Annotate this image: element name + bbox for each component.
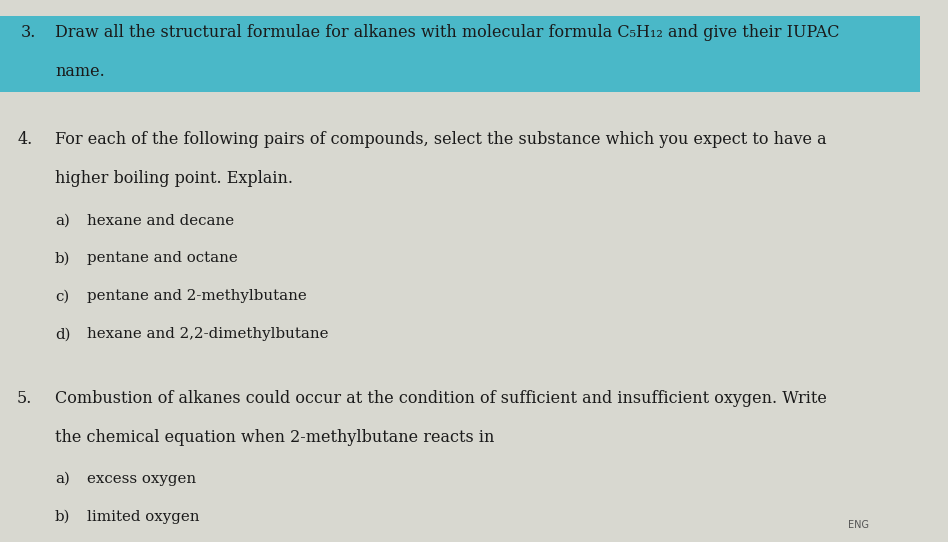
Text: b): b) [55,510,70,524]
Text: 5.: 5. [17,390,32,406]
Text: Draw all the structural formulae for alkanes with molecular formula C₅H₁₂ and gi: Draw all the structural formulae for alk… [55,24,840,41]
Text: excess oxygen: excess oxygen [87,472,196,486]
Text: hexane and decane: hexane and decane [87,214,234,228]
Text: a): a) [55,214,70,228]
Text: Combustion of alkanes could occur at the condition of sufficient and insufficien: Combustion of alkanes could occur at the… [55,390,827,406]
Text: 3.: 3. [21,24,36,41]
Text: b): b) [55,251,70,266]
Text: For each of the following pairs of compounds, select the substance which you exp: For each of the following pairs of compo… [55,131,827,148]
Text: ENG: ENG [848,520,869,530]
Text: limited oxygen: limited oxygen [87,510,200,524]
Text: the chemical equation when 2-methylbutane reacts in: the chemical equation when 2-methylbutan… [55,429,494,446]
Text: higher boiling point. Explain.: higher boiling point. Explain. [55,170,293,187]
Text: hexane and 2,2-dimethylbutane: hexane and 2,2-dimethylbutane [87,327,329,341]
Text: c): c) [55,289,69,304]
Text: a): a) [55,472,70,486]
Text: name.: name. [55,63,104,80]
Bar [0,16,920,92]
Text: pentane and 2-methylbutane: pentane and 2-methylbutane [87,289,307,304]
Text: pentane and octane: pentane and octane [87,251,238,266]
Text: d): d) [55,327,70,341]
Text: 4.: 4. [17,131,32,148]
